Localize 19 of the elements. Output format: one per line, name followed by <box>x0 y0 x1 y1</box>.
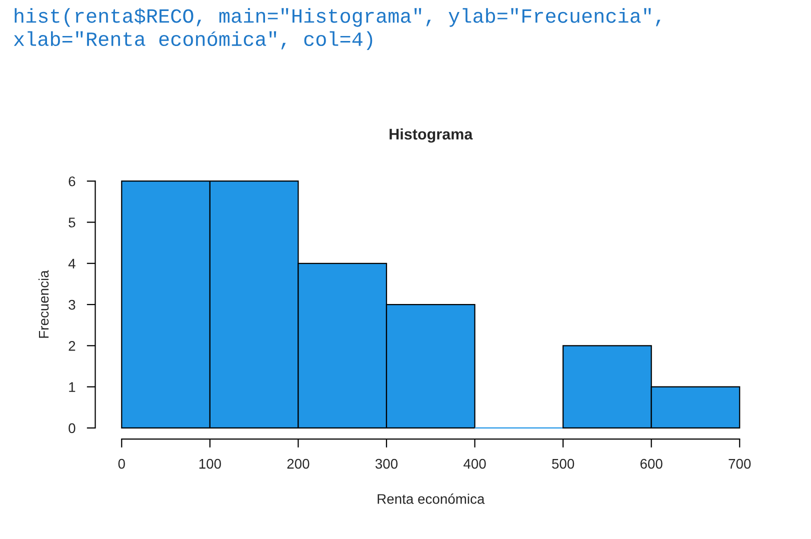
y-tick-label: 5 <box>68 218 76 228</box>
x-tick-label: 100 <box>199 458 221 469</box>
x-tick-label: 700 <box>728 458 751 469</box>
y-tick-label: 0 <box>68 423 76 434</box>
y-axis-title: Frecuencia <box>38 270 49 338</box>
chart-title: Histograma <box>390 128 473 143</box>
y-tick-label: 1 <box>69 382 76 392</box>
x-tick-label: 400 <box>464 458 486 469</box>
y-tick-label: 6 <box>68 176 76 186</box>
x-tick-label: 0 <box>118 458 125 469</box>
x-tick-label: 200 <box>287 458 310 469</box>
text: hist(renta$RECO, main="Histograma", ylab="Frecuencia", xlab="Renta económica", col=4) <box>14 8 660 50</box>
x-tick-label: 500 <box>552 458 574 469</box>
x-axis-title: Renta económica <box>378 494 485 504</box>
x-tick-label: 300 <box>375 458 398 469</box>
y-tick-label: 3 <box>68 300 76 310</box>
y-tick-label: 4 <box>68 258 76 268</box>
x-tick-label: 600 <box>640 458 662 469</box>
y-tick-label: 2 <box>68 341 76 351</box>
